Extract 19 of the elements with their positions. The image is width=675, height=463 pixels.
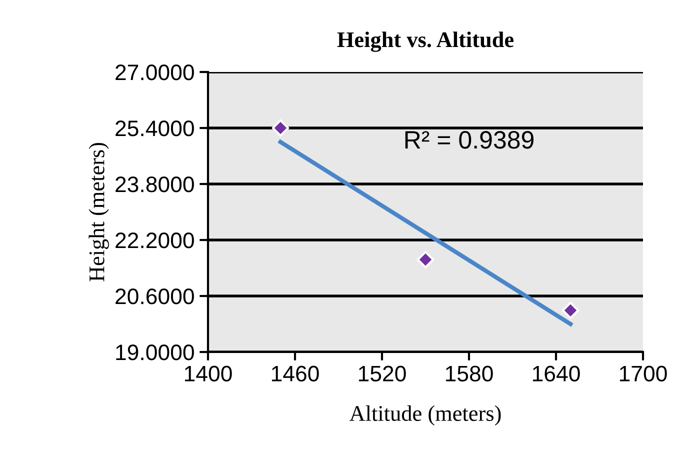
y-tick-label: 23.8000 (116, 176, 194, 192)
x-tick-label: 1640 (532, 366, 580, 382)
y-tick-label: 27.0000 (116, 64, 194, 80)
x-tick-label: 1700 (620, 366, 667, 382)
annotation: R² = 0.9389 (405, 131, 534, 149)
x-axis-title: Altitude (meters) (350, 405, 501, 426)
x-tick-label: 1400 (184, 366, 232, 382)
y-tick-label: 22.2000 (116, 232, 194, 248)
point (416, 250, 434, 268)
y-tick-label: 25.4000 (116, 120, 194, 136)
y-tick-label: 19.0000 (116, 344, 194, 360)
x-tick-label: 1460 (272, 366, 319, 382)
x-tick-label: 1580 (446, 366, 493, 382)
point (562, 302, 580, 319)
point (272, 119, 290, 137)
x-tick-label: 1520 (358, 366, 406, 382)
chart-title: Height vs. Altitude (337, 32, 514, 52)
y-axis-title: Height (meters) (88, 142, 109, 282)
y-tick-label: 20.6000 (116, 288, 194, 304)
